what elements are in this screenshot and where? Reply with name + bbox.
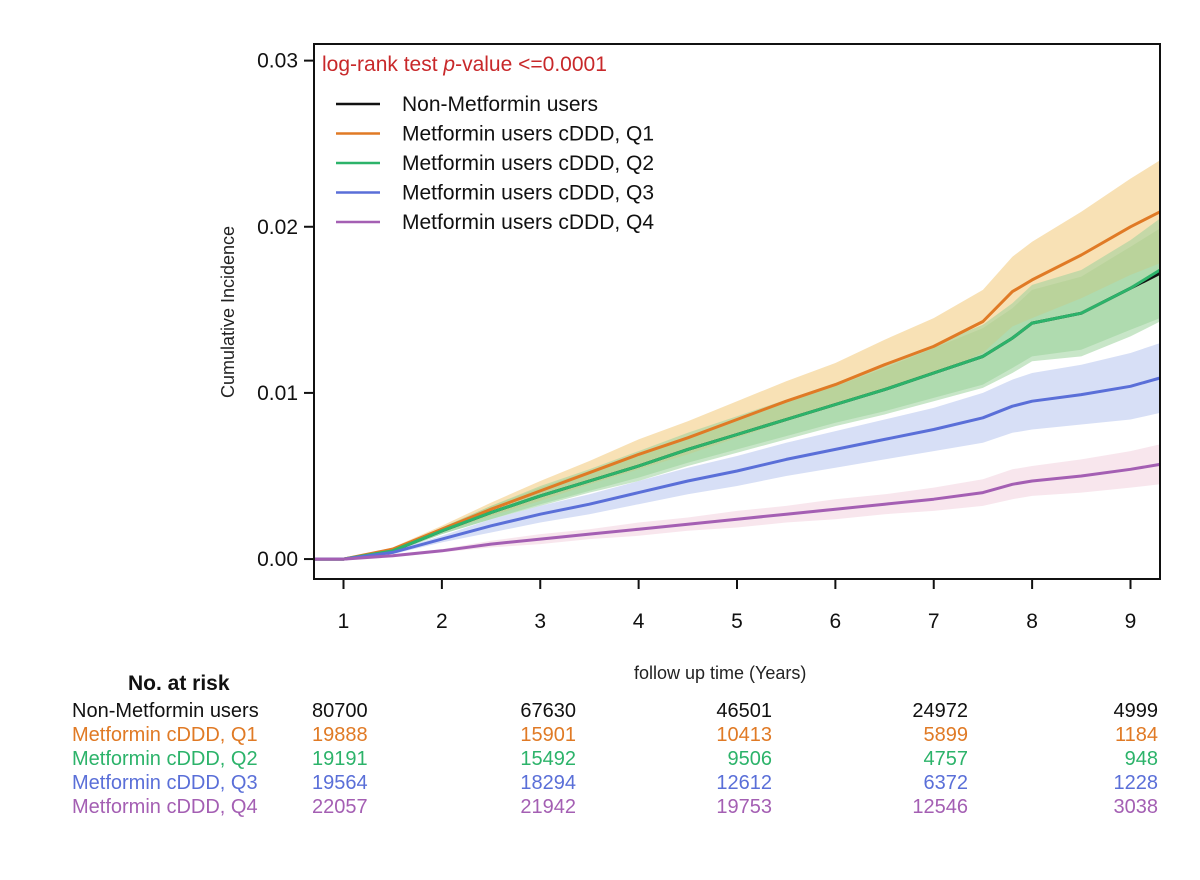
risk-cell: 3038	[1113, 796, 1159, 818]
legend-label-4: Metformin users cDDD, Q3	[402, 182, 654, 205]
incidence-lines	[314, 210, 1161, 561]
risk-table-title: No. at risk	[128, 672, 230, 695]
risk-cell: 6372	[923, 772, 969, 794]
risk-cell: 9506	[727, 748, 773, 770]
risk-cell: 1184	[1114, 724, 1158, 746]
risk-cell: 1228	[1113, 772, 1159, 794]
risk-row-label: Metformin cDDD, Q2	[72, 748, 258, 770]
risk-row-label: Metformin cDDD, Q3	[72, 772, 258, 794]
risk-cell: 948	[1124, 748, 1158, 770]
annotation-suffix: -value <=0.0001	[455, 53, 607, 76]
risk-cell: 15492	[520, 748, 576, 770]
legend-label-2: Metformin users cDDD, Q1	[402, 123, 654, 146]
x-tick-label-4: 4	[633, 610, 645, 633]
legend: Non-Metformin users Metformin users cDDD,…	[336, 93, 654, 234]
risk-cell: 19888	[312, 724, 368, 746]
risk-row-label: Metformin cDDD, Q1	[72, 724, 258, 746]
risk-cell: 18294	[520, 772, 576, 794]
risk-cell: 24972	[912, 700, 968, 722]
risk-cell: 10413	[716, 724, 772, 746]
y-tick-label-2: 0.01	[257, 382, 298, 405]
risk-cell: 46501	[716, 700, 772, 722]
risk-cell: 5899	[923, 724, 969, 746]
risk-row-2: Metformin cDDD, Q1 19888 15901 10413 5899 118…	[0, 724, 1200, 748]
risk-row-1: Non-Metformin users 80700 67630 46501 24972 4…	[0, 700, 1200, 724]
risk-row-label: Non-Metformin users	[72, 700, 259, 722]
series-line-4	[314, 376, 1161, 561]
y-axis: 0.00 0.01 0.02 0.03	[257, 50, 314, 571]
y-tick-label-4: 0.03	[257, 50, 298, 73]
risk-cell: 12546	[912, 796, 968, 818]
risk-cell: 4757	[923, 748, 969, 770]
risk-cell: 67630	[520, 700, 576, 722]
pvalue-annotation: log-rank test p-value <=0.0001	[322, 53, 607, 76]
x-tick-label-6: 6	[830, 610, 842, 633]
x-tick-label-7: 7	[928, 610, 940, 633]
legend-label-1: Non-Metformin users	[402, 93, 598, 116]
risk-cell: 12612	[716, 772, 772, 794]
cumulative-incidence-chart: 0.00 0.01 0.02 0.03 1 2 3 4 5 6 7 8 9 Cumulative In…	[218, 43, 1161, 633]
x-tick-label-1: 1	[338, 610, 350, 633]
risk-cell: 19753	[716, 796, 772, 818]
series-line-3	[314, 268, 1161, 561]
annotation-p: p	[442, 53, 455, 76]
y-tick-label-3: 0.02	[257, 216, 298, 239]
x-axis-label: follow up time (Years)	[634, 663, 807, 683]
risk-cell: 80700	[312, 700, 368, 722]
x-axis: 1 2 3 4 5 6 7 8 9	[338, 579, 1137, 633]
series-line-2	[314, 210, 1161, 561]
risk-cell: 19564	[312, 772, 368, 794]
legend-label-5: Metformin users cDDD, Q4	[402, 211, 654, 234]
risk-row-3: Metformin cDDD, Q2 19191 15492 9506 4757 948	[0, 748, 1200, 772]
x-tick-label-5: 5	[731, 610, 743, 633]
risk-cell: 22057	[312, 796, 368, 818]
y-tick-label-1: 0.00	[257, 548, 298, 571]
x-tick-label-8: 8	[1026, 610, 1038, 633]
risk-cell: 19191	[312, 748, 368, 770]
risk-row-label: Metformin cDDD, Q4	[72, 796, 258, 818]
x-tick-label-2: 2	[436, 610, 448, 633]
confidence-band-5	[314, 444, 1160, 560]
series-line-5	[314, 462, 1161, 561]
x-tick-label-9: 9	[1125, 610, 1137, 633]
risk-cell: 21942	[520, 796, 576, 818]
risk-cell: 15901	[520, 724, 576, 746]
x-tick-label-3: 3	[534, 610, 546, 633]
y-axis-label: Cumulative Incidence	[218, 226, 238, 398]
legend-label-3: Metformin users cDDD, Q2	[402, 152, 654, 175]
risk-cell: 4999	[1113, 700, 1159, 722]
confidence-bands	[314, 160, 1160, 560]
risk-row-4: Metformin cDDD, Q3 19564 18294 12612 6372 122…	[0, 772, 1200, 796]
risk-row-5: Metformin cDDD, Q4 22057 21942 19753 12546 30…	[0, 796, 1200, 820]
annotation-prefix: log-rank test	[322, 53, 443, 76]
